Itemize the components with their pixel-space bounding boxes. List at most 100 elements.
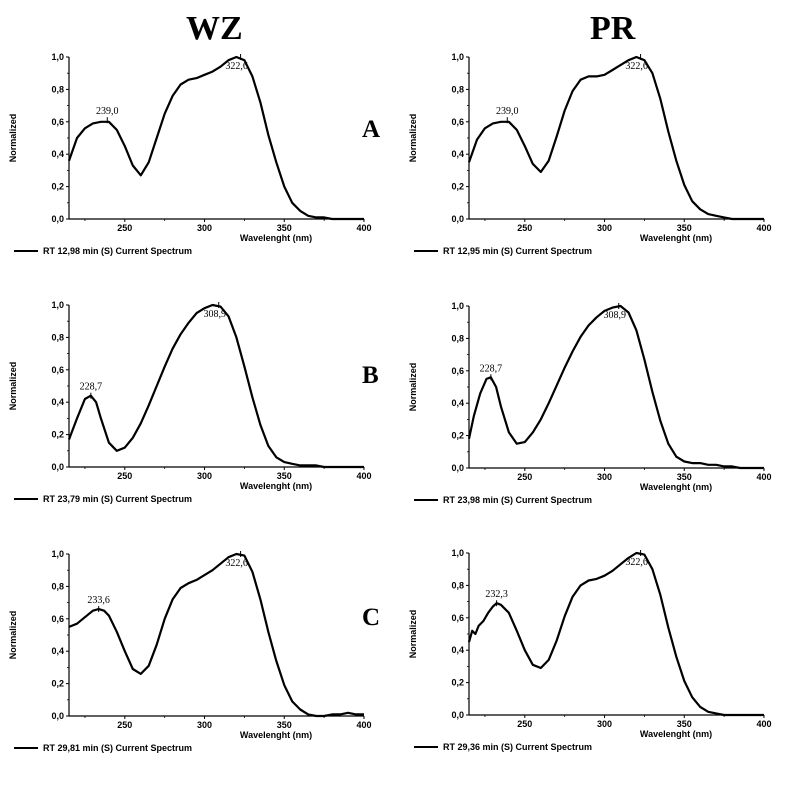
b-pr-legend-label: RT 23,98 min (S) Current Spectrum — [443, 495, 592, 505]
b-wz-x-tick-label: 250 — [117, 471, 132, 481]
row-label-b: B — [362, 362, 379, 389]
b-wz-peak-label: 228,7 — [80, 382, 103, 393]
a-pr-peak-label: 239,0 — [496, 106, 519, 117]
a-wz-y-tick-label: 0,0 — [51, 214, 64, 224]
b-wz-y-tick-label: 1,0 — [51, 300, 64, 310]
column-header-wz: WZ — [186, 10, 243, 47]
b-pr-x-tick-label: 400 — [756, 472, 771, 482]
a-pr-x-tick-label: 300 — [597, 223, 612, 233]
spectrum-chart-a-pr: 0,0 0,2 0,4 0,6 0,8 1,0 250 300 350 400 Normalized… — [408, 52, 772, 256]
a-pr-y-tick-label: 0,8 — [451, 84, 464, 94]
c-pr-legend-label: RT 29,36 min (S) Current Spectrum — [443, 742, 592, 752]
a-wz-y-tick-label: 0,6 — [51, 117, 64, 127]
b-wz-y-tick-label: 0,0 — [51, 462, 64, 472]
c-pr-x-tick-label: 250 — [517, 719, 532, 729]
spectrum-chart-b-wz: 0,0 0,2 0,4 0,6 0,8 1,0 250 300 350 400 Normalized… — [8, 300, 372, 504]
b-wz-x-tick-label: 350 — [277, 471, 292, 481]
a-wz-y-tick-label: 0,2 — [51, 182, 64, 192]
b-pr-x-tick-label: 300 — [597, 472, 612, 482]
c-pr-y-tick-label: 0,4 — [451, 645, 464, 655]
b-pr-y-tick-label: 0,2 — [451, 431, 464, 441]
a-wz-y-tick-label: 0,8 — [51, 84, 64, 94]
c-wz-x-tick-label: 350 — [277, 720, 292, 730]
a-pr-y-tick-label: 0,6 — [451, 117, 464, 127]
b-pr-spectrum-line — [467, 304, 764, 470]
c-wz-x-axis-title: Wavelenght (nm) — [240, 730, 312, 740]
c-pr-y-tick-label: 0,2 — [451, 678, 464, 688]
spectrum-chart-c-wz: 0,0 0,2 0,4 0,6 0,8 1,0 250 300 350 400 Normalized… — [8, 549, 372, 753]
c-wz-legend-label: RT 29,81 min (S) Current Spectrum — [43, 743, 192, 753]
c-wz-y-tick-label: 0,8 — [51, 581, 64, 591]
a-pr-x-tick-label: 400 — [756, 223, 771, 233]
spectrum-chart-b-pr: 0,0 0,2 0,4 0,6 0,8 1,0 250 300 350 400 Normalized… — [408, 301, 772, 505]
b-pr-y-tick-label: 0,6 — [451, 366, 464, 376]
b-wz-x-tick-label: 300 — [197, 471, 212, 481]
c-pr-x-tick-label: 350 — [677, 719, 692, 729]
a-pr-peak-label: 322,6 — [625, 61, 648, 72]
c-wz-peak-label: 322,6 — [225, 558, 248, 569]
c-wz-x-tick-label: 300 — [197, 720, 212, 730]
row-label-a: A — [362, 116, 381, 143]
c-pr-peak-label: 322,6 — [625, 557, 648, 568]
b-pr-y-axis-title: Normalized — [408, 363, 418, 412]
a-wz-x-axis-title: Wavelenght (nm) — [240, 233, 312, 243]
c-wz-spectrum-line — [68, 552, 364, 718]
c-wz-y-tick-label: 0,6 — [51, 614, 64, 624]
a-wz-y-tick-label: 1,0 — [51, 52, 64, 62]
c-wz-y-tick-label: 0,0 — [51, 711, 64, 721]
a-wz-x-tick-label: 250 — [117, 223, 132, 233]
spectrum-chart-a-wz: 0,0 0,2 0,4 0,6 0,8 1,0 250 300 350 400 Normalized… — [8, 52, 372, 256]
b-pr-peak-label: 308,9 — [603, 310, 626, 321]
a-wz-x-tick-label: 350 — [277, 223, 292, 233]
a-pr-legend-label: RT 12,95 min (S) Current Spectrum — [443, 246, 592, 256]
b-wz-y-axis-title: Normalized — [8, 362, 18, 411]
b-wz-peak-label: 308,9 — [203, 309, 226, 320]
spectrum-chart-c-pr: 0,0 0,2 0,4 0,6 0,8 1,0 250 300 350 400 Normalized… — [408, 548, 772, 752]
a-pr-y-tick-label: 0,2 — [451, 182, 464, 192]
a-pr-y-tick-label: 0,0 — [451, 214, 464, 224]
c-pr-y-tick-label: 0,6 — [451, 613, 464, 623]
c-pr-y-tick-label: 1,0 — [451, 548, 464, 558]
b-wz-y-tick-label: 0,4 — [51, 397, 64, 407]
a-pr-y-tick-label: 1,0 — [451, 52, 464, 62]
a-wz-y-tick-label: 0,4 — [51, 149, 64, 159]
c-pr-y-axis-title: Normalized — [408, 610, 418, 659]
c-wz-y-tick-label: 0,4 — [51, 646, 64, 656]
a-pr-x-axis-title: Wavelenght (nm) — [640, 233, 712, 243]
b-pr-y-tick-label: 0,8 — [451, 333, 464, 343]
a-pr-x-tick-label: 250 — [517, 223, 532, 233]
c-pr-x-axis-title: Wavelenght (nm) — [640, 729, 712, 739]
row-label-c: C — [362, 604, 381, 631]
c-pr-y-tick-label: 0,8 — [451, 580, 464, 590]
c-pr-spectrum-line — [467, 551, 764, 717]
column-header-pr: PR — [590, 10, 636, 47]
b-pr-y-tick-label: 0,0 — [451, 463, 464, 473]
b-pr-x-axis-title: Wavelenght (nm) — [640, 482, 712, 492]
a-pr-x-tick-label: 350 — [677, 223, 692, 233]
c-pr-y-tick-label: 0,0 — [451, 710, 464, 720]
b-wz-y-tick-label: 0,8 — [51, 332, 64, 342]
a-pr-y-axis-title: Normalized — [408, 114, 418, 163]
c-wz-y-tick-label: 0,2 — [51, 679, 64, 689]
c-wz-peak-label: 233,6 — [87, 595, 110, 606]
b-pr-y-tick-label: 0,4 — [451, 398, 464, 408]
a-pr-spectrum-line — [467, 55, 764, 221]
c-pr-peak-label: 232,3 — [485, 589, 508, 600]
b-wz-y-tick-label: 0,6 — [51, 365, 64, 375]
c-wz-y-axis-title: Normalized — [8, 611, 18, 660]
a-wz-peak-label: 239,0 — [96, 106, 119, 117]
b-wz-x-axis-title: Wavelenght (nm) — [240, 481, 312, 491]
a-wz-legend-label: RT 12,98 min (S) Current Spectrum — [43, 246, 192, 256]
b-pr-x-tick-label: 250 — [517, 472, 532, 482]
c-wz-y-tick-label: 1,0 — [51, 549, 64, 559]
a-wz-x-tick-label: 400 — [356, 223, 371, 233]
a-wz-spectrum-line — [67, 55, 364, 221]
a-wz-y-axis-title: Normalized — [8, 114, 18, 163]
c-pr-x-tick-label: 300 — [597, 719, 612, 729]
b-wz-legend-label: RT 23,79 min (S) Current Spectrum — [43, 494, 192, 504]
b-wz-spectrum-line — [67, 303, 364, 469]
b-pr-x-tick-label: 350 — [677, 472, 692, 482]
a-wz-peak-label: 322,6 — [225, 61, 248, 72]
b-pr-y-tick-label: 1,0 — [451, 301, 464, 311]
c-wz-x-tick-label: 250 — [117, 720, 132, 730]
